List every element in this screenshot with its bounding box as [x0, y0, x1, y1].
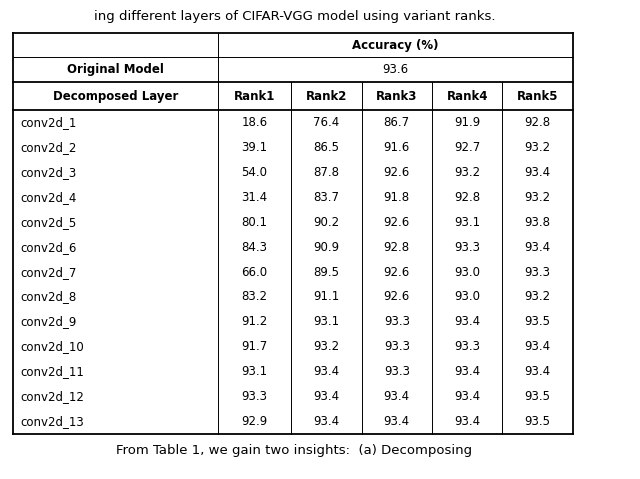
Text: 93.5: 93.5	[525, 315, 550, 329]
Text: 93.2: 93.2	[454, 166, 480, 179]
Text: 92.8: 92.8	[384, 240, 410, 254]
Text: 93.2: 93.2	[525, 290, 550, 304]
Text: 39.1: 39.1	[241, 141, 268, 154]
Text: 91.1: 91.1	[313, 290, 340, 304]
Text: conv2d_5: conv2d_5	[20, 216, 77, 229]
Text: ing different layers of CIFAR-VGG model using variant ranks.: ing different layers of CIFAR-VGG model …	[93, 10, 495, 23]
Text: 93.4: 93.4	[525, 340, 550, 354]
Text: conv2d_3: conv2d_3	[20, 166, 77, 179]
Text: conv2d_7: conv2d_7	[20, 265, 77, 279]
Text: 92.8: 92.8	[454, 191, 480, 204]
Text: 93.5: 93.5	[525, 415, 550, 428]
Text: conv2d_8: conv2d_8	[20, 290, 77, 304]
Text: 80.1: 80.1	[241, 216, 268, 229]
Text: 92.7: 92.7	[454, 141, 481, 154]
Text: 93.4: 93.4	[314, 365, 339, 378]
Text: conv2d_12: conv2d_12	[20, 390, 84, 403]
Text: 31.4: 31.4	[241, 191, 268, 204]
Text: 93.3: 93.3	[384, 315, 410, 329]
Text: Rank5: Rank5	[517, 90, 558, 103]
Text: 93.2: 93.2	[525, 191, 550, 204]
Text: 93.4: 93.4	[525, 166, 550, 179]
Text: 93.3: 93.3	[384, 365, 410, 378]
Text: 93.0: 93.0	[454, 290, 480, 304]
Text: conv2d_13: conv2d_13	[20, 415, 84, 428]
Text: 91.7: 91.7	[241, 340, 268, 354]
Text: 92.6: 92.6	[383, 166, 410, 179]
Text: From Table 1, we gain two insights:  (a) Decomposing: From Table 1, we gain two insights: (a) …	[116, 444, 472, 457]
Text: conv2d_4: conv2d_4	[20, 191, 77, 204]
Text: 76.4: 76.4	[313, 116, 340, 129]
Text: 91.2: 91.2	[241, 315, 268, 329]
Text: Rank2: Rank2	[306, 90, 347, 103]
Text: 92.6: 92.6	[383, 216, 410, 229]
Text: 86.5: 86.5	[314, 141, 339, 154]
Text: 93.0: 93.0	[454, 265, 480, 279]
Text: 89.5: 89.5	[314, 265, 339, 279]
Text: 93.6: 93.6	[382, 63, 408, 77]
Text: 93.4: 93.4	[384, 390, 410, 403]
Text: 92.9: 92.9	[241, 415, 268, 428]
Text: 91.8: 91.8	[384, 191, 410, 204]
Text: Decomposed Layer: Decomposed Layer	[52, 90, 178, 103]
Text: 93.4: 93.4	[314, 390, 339, 403]
Text: 92.8: 92.8	[525, 116, 550, 129]
Text: conv2d_10: conv2d_10	[20, 340, 84, 354]
Text: 93.4: 93.4	[454, 315, 480, 329]
Text: 92.6: 92.6	[383, 265, 410, 279]
Text: 93.3: 93.3	[525, 265, 550, 279]
Text: conv2d_11: conv2d_11	[20, 365, 84, 378]
Text: 83.2: 83.2	[241, 290, 268, 304]
Text: 54.0: 54.0	[241, 166, 268, 179]
Text: 90.2: 90.2	[314, 216, 339, 229]
Text: 90.9: 90.9	[314, 240, 339, 254]
Text: 93.2: 93.2	[525, 141, 550, 154]
Text: Original Model: Original Model	[67, 63, 164, 77]
Text: 66.0: 66.0	[241, 265, 268, 279]
Text: 93.8: 93.8	[525, 216, 550, 229]
Text: 93.3: 93.3	[454, 340, 480, 354]
Text: 84.3: 84.3	[241, 240, 268, 254]
Text: 93.4: 93.4	[525, 240, 550, 254]
Text: 93.1: 93.1	[314, 315, 339, 329]
Text: 92.6: 92.6	[383, 290, 410, 304]
Text: Rank3: Rank3	[376, 90, 417, 103]
Text: 83.7: 83.7	[314, 191, 339, 204]
Text: 93.4: 93.4	[454, 390, 480, 403]
Text: Accuracy (%): Accuracy (%)	[352, 38, 438, 52]
Text: 93.4: 93.4	[454, 415, 480, 428]
Text: 87.8: 87.8	[314, 166, 339, 179]
Text: 91.6: 91.6	[383, 141, 410, 154]
Text: 93.4: 93.4	[525, 365, 550, 378]
Text: conv2d_1: conv2d_1	[20, 116, 77, 129]
Text: conv2d_6: conv2d_6	[20, 240, 77, 254]
Text: 93.1: 93.1	[454, 216, 480, 229]
Text: 93.4: 93.4	[454, 365, 480, 378]
Text: 93.1: 93.1	[241, 365, 268, 378]
Text: 93.3: 93.3	[241, 390, 268, 403]
Text: 86.7: 86.7	[384, 116, 410, 129]
Text: 93.3: 93.3	[384, 340, 410, 354]
Text: 91.9: 91.9	[454, 116, 481, 129]
Text: Rank1: Rank1	[234, 90, 275, 103]
Text: 93.4: 93.4	[384, 415, 410, 428]
Text: 18.6: 18.6	[241, 116, 268, 129]
Text: conv2d_2: conv2d_2	[20, 141, 77, 154]
Text: conv2d_9: conv2d_9	[20, 315, 77, 329]
Text: 93.3: 93.3	[454, 240, 480, 254]
Text: Rank4: Rank4	[447, 90, 488, 103]
Text: 93.2: 93.2	[314, 340, 339, 354]
Text: 93.4: 93.4	[314, 415, 339, 428]
Text: 93.5: 93.5	[525, 390, 550, 403]
